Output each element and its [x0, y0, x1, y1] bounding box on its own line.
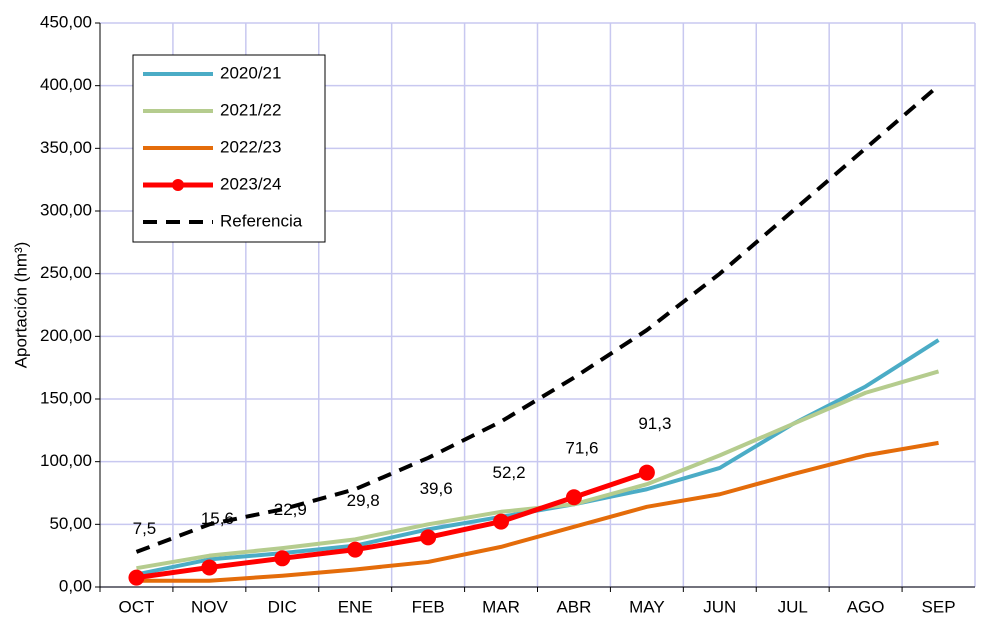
x-tick-label: MAR	[482, 597, 520, 616]
y-axis-label: Aportación (hm³)	[11, 242, 30, 369]
series-marker	[493, 513, 510, 530]
legend-label: 2020/21	[220, 63, 281, 82]
series-marker	[201, 559, 218, 576]
series-marker	[420, 529, 437, 546]
x-tick-label: JUN	[703, 597, 736, 616]
legend-label: Referencia	[220, 211, 303, 230]
y-tick-label: 50,00	[49, 514, 92, 533]
series-marker	[638, 464, 655, 481]
x-tick-label: FEB	[412, 597, 445, 616]
x-tick-label: ENE	[338, 597, 373, 616]
y-tick-label: 300,00	[40, 200, 92, 219]
x-tick-label: ABR	[556, 597, 591, 616]
legend-label: 2021/22	[220, 100, 281, 119]
series-marker	[128, 569, 145, 586]
data-label: 52,2	[492, 463, 525, 482]
y-tick-label: 450,00	[40, 12, 92, 31]
data-label: 71,6	[565, 439, 598, 458]
y-tick-label: 400,00	[40, 75, 92, 94]
series-marker	[565, 489, 582, 506]
y-tick-label: 0,00	[59, 576, 92, 595]
x-tick-label: OCT	[119, 597, 155, 616]
data-label: 7,5	[133, 519, 157, 538]
x-tick-label: JUL	[778, 597, 808, 616]
y-tick-label: 150,00	[40, 388, 92, 407]
data-label: 39,6	[420, 479, 453, 498]
series-marker	[274, 550, 291, 567]
legend-label: 2022/23	[220, 137, 281, 156]
x-tick-label: NOV	[191, 597, 229, 616]
series-line	[136, 470, 648, 581]
legend-marker	[172, 179, 184, 191]
series-line	[135, 84, 940, 554]
legend-label: 2023/24	[220, 174, 281, 193]
x-tick-label: AGO	[847, 597, 885, 616]
data-label: 29,8	[347, 491, 380, 510]
y-tick-label: 350,00	[40, 138, 92, 157]
data-label: 91,3	[638, 414, 671, 433]
y-tick-label: 250,00	[40, 263, 92, 282]
x-tick-label: SEP	[922, 597, 956, 616]
series-marker	[347, 541, 364, 558]
y-tick-label: 200,00	[40, 326, 92, 345]
x-tick-label: DIC	[268, 597, 297, 616]
x-tick-label: MAY	[629, 597, 665, 616]
series-line	[136, 440, 939, 583]
y-tick-label: 100,00	[40, 451, 92, 470]
